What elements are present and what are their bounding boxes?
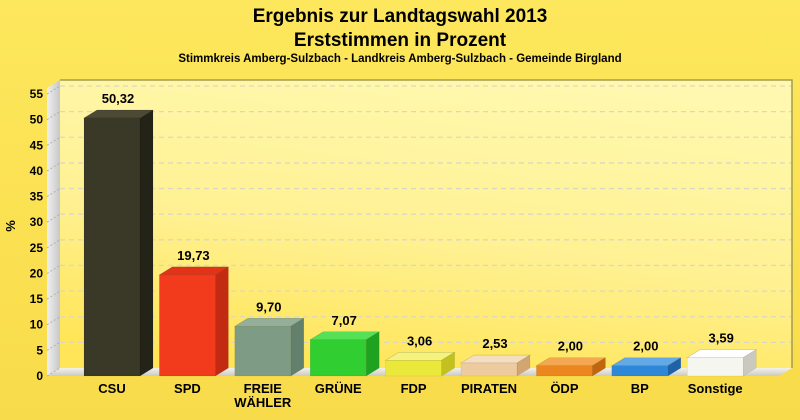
wall-tick-45 xyxy=(46,136,61,146)
wall-tick-0 xyxy=(46,367,61,377)
bar-side-face xyxy=(139,109,154,377)
bar-grüne: 7,07 GRÜNE xyxy=(309,313,381,396)
y-tick-label-50: 50 xyxy=(30,113,44,127)
wall-tick-40 xyxy=(46,162,61,172)
y-tick-label-0: 0 xyxy=(36,369,43,383)
value-label-spd: 19,73 xyxy=(177,248,210,263)
y-tick-label-45: 45 xyxy=(30,138,44,152)
value-label-grüne: 7,07 xyxy=(332,313,357,328)
wall-tick-10 xyxy=(46,316,61,326)
bar-front-face xyxy=(159,274,216,377)
y-tick-label-30: 30 xyxy=(30,215,44,229)
category-label-grüne: GRÜNE xyxy=(315,381,362,396)
wall-tick-50 xyxy=(46,111,61,121)
y-tick-label-25: 25 xyxy=(30,241,44,255)
bar-side-face xyxy=(290,317,305,377)
value-label-sonstige: 3,59 xyxy=(709,331,734,346)
chart-title-line2: Erststimmen in Prozent xyxy=(293,30,507,51)
category-label-freie-wähler: FREIE xyxy=(244,381,283,396)
category-label-freie-wähler-line2: WÄHLER xyxy=(234,395,292,410)
category-label-ödp: ÖDP xyxy=(550,381,579,396)
bar-front-face xyxy=(309,339,367,377)
y-tick-label-10: 10 xyxy=(30,318,44,332)
bar-front-face xyxy=(460,362,518,377)
category-label-fdp: FDP xyxy=(401,381,427,396)
bar-piraten: 2,53 PIRATEN xyxy=(459,336,532,396)
y-tick-label-40: 40 xyxy=(30,164,44,178)
y-tick-label-55: 55 xyxy=(30,87,44,101)
bar-side-face xyxy=(215,266,229,377)
bar-spd: 19,73 SPD xyxy=(158,248,230,396)
value-label-fdp: 3,06 xyxy=(407,333,432,348)
bar-ödp: 2,00 ÖDP xyxy=(535,339,607,396)
chart-subtitle: Stimmkreis Amberg-Sulzbach - Landkreis A… xyxy=(178,53,622,65)
bar-fdp: 3,06 FDP xyxy=(384,333,456,396)
value-label-ödp: 2,00 xyxy=(558,339,583,354)
bar-side-face xyxy=(365,331,380,377)
bar-sonstige: 3,59 Sonstige xyxy=(686,331,758,396)
category-label-sonstige: Sonstige xyxy=(688,381,743,396)
wall-tick-55 xyxy=(46,85,61,95)
bar-front-face xyxy=(686,357,744,377)
bar-front-face xyxy=(234,326,292,377)
wall-tick-25 xyxy=(46,239,61,249)
bar-bp: 2,00 BP xyxy=(610,339,682,396)
y-tick-label-20: 20 xyxy=(30,266,44,280)
bar-front-face xyxy=(385,360,442,377)
value-label-piraten: 2,53 xyxy=(482,336,507,351)
category-label-spd: SPD xyxy=(174,381,201,396)
y-tick-label-5: 5 xyxy=(36,343,43,357)
y-axis-label: % xyxy=(3,220,18,232)
bar-front-face xyxy=(536,365,593,377)
wall-tick-30 xyxy=(46,213,61,223)
wall-tick-15 xyxy=(46,290,61,300)
value-label-csu: 50,32 xyxy=(102,91,135,106)
category-label-csu: CSU xyxy=(98,381,125,396)
wall-tick-35 xyxy=(46,188,61,197)
plot-left-wall xyxy=(47,80,60,376)
value-label-bp: 2,00 xyxy=(633,339,658,354)
bar-front-face xyxy=(611,365,669,377)
wall-tick-20 xyxy=(46,265,61,274)
category-label-bp: BP xyxy=(631,381,649,396)
bar-front-face xyxy=(83,117,141,377)
value-label-freie-wähler: 9,70 xyxy=(256,299,281,314)
plot-border xyxy=(60,79,793,368)
y-tick-label-15: 15 xyxy=(30,292,44,306)
wall-tick-5 xyxy=(46,341,61,351)
bar-csu: 50,32 CSU xyxy=(82,91,155,396)
chart-title-line1: Ergebnis zur Landtagswahl 2013 xyxy=(252,6,548,27)
y-tick-label-35: 35 xyxy=(30,190,44,204)
category-label-piraten: PIRATEN xyxy=(461,381,517,396)
